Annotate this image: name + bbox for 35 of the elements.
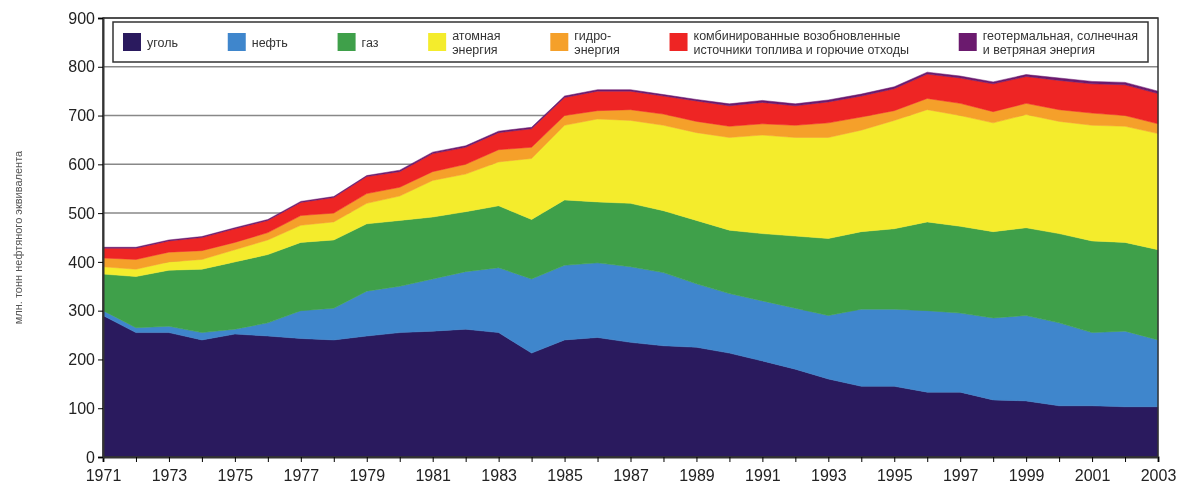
x-tick-label: 1985 [547, 467, 583, 484]
legend-label: комбинированные возобновленные источники топлива и горючие отходы [693, 28, 910, 57]
x-tick-label: 1977 [283, 467, 320, 484]
x-tick-label: 2003 [1140, 467, 1177, 484]
y-tick-label: 800 [68, 58, 96, 76]
y-tick-label: 400 [68, 253, 96, 271]
y-tick-label: 600 [68, 155, 96, 173]
x-tick-label: 1997 [942, 467, 979, 484]
y-tick-label: 300 [68, 302, 96, 320]
y-tick-label: 900 [68, 9, 96, 27]
y-tick-label: 700 [68, 107, 96, 125]
x-tick-label: 1971 [85, 467, 122, 484]
y-tick-label: 100 [68, 399, 96, 417]
x-tick-label: 1975 [217, 467, 254, 484]
legend-label: газ [361, 35, 379, 50]
y-tick-label: 500 [68, 204, 96, 222]
x-tick-label: 1973 [151, 467, 188, 484]
x-tick-label: 2001 [1074, 467, 1111, 484]
legend-label: атомная энергия [452, 28, 501, 57]
x-tick-label: 1979 [349, 467, 386, 484]
x-tick-label: 1991 [745, 467, 781, 484]
y-tick-label: 200 [68, 351, 96, 369]
legend-label: гидро-энергия [574, 28, 620, 57]
legend-label: уголь [147, 35, 179, 50]
x-tick-label: 1987 [613, 467, 649, 484]
x-tick-label: 1989 [679, 467, 715, 484]
legend-label: геотермальная, солнечная и ветряная энергия [982, 28, 1138, 57]
y-axis-title: млн. тонн нефтяного эквивалента [12, 149, 24, 325]
y-tick-label: 0 [86, 448, 96, 466]
x-tick-label: 1995 [876, 467, 913, 484]
x-tick-label: 1983 [481, 467, 518, 484]
x-tick-label: 1999 [1008, 467, 1045, 484]
x-tick-label: 1981 [415, 467, 452, 484]
x-tick-label: 1993 [811, 467, 847, 484]
legend-label: нефть [251, 35, 288, 50]
